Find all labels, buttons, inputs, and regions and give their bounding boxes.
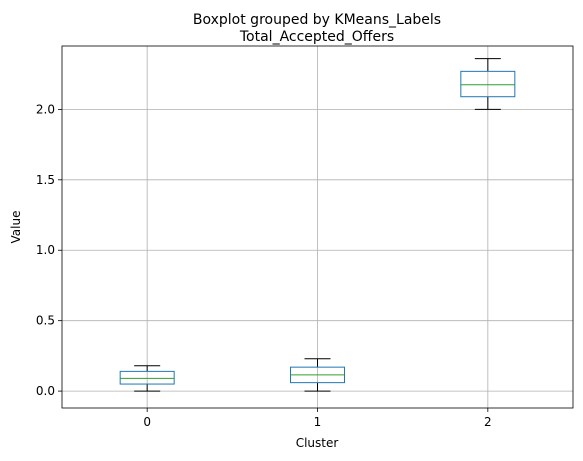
- box-iqr: [119, 370, 175, 385]
- y-tick-label: 1.0: [36, 243, 55, 257]
- y-tick-label: 2.0: [36, 102, 55, 116]
- box-group: [460, 58, 516, 110]
- boxes-group: [119, 58, 516, 392]
- y-tick-label: 1.5: [36, 173, 55, 187]
- x-axis-label: Cluster: [296, 436, 339, 450]
- x-tick-label: 1: [314, 415, 322, 429]
- chart-title: Total_Accepted_Offers: [239, 29, 394, 45]
- y-tick-label: 0.0: [36, 384, 55, 398]
- box-iqr: [460, 70, 516, 98]
- x-tick-label: 0: [143, 415, 151, 429]
- axes-group: 0 1 2 0.0 0.5 1.0 1.5 2.0: [36, 45, 574, 429]
- box-group: [119, 365, 175, 392]
- chart-suptitle: Boxplot grouped by KMeans_Labels: [193, 12, 441, 28]
- y-tick-label: 0.5: [36, 314, 55, 328]
- grid-lines: [62, 46, 573, 408]
- y-axis-label: Value: [9, 211, 23, 244]
- box-group: [290, 358, 345, 392]
- x-tick-label: 2: [484, 415, 492, 429]
